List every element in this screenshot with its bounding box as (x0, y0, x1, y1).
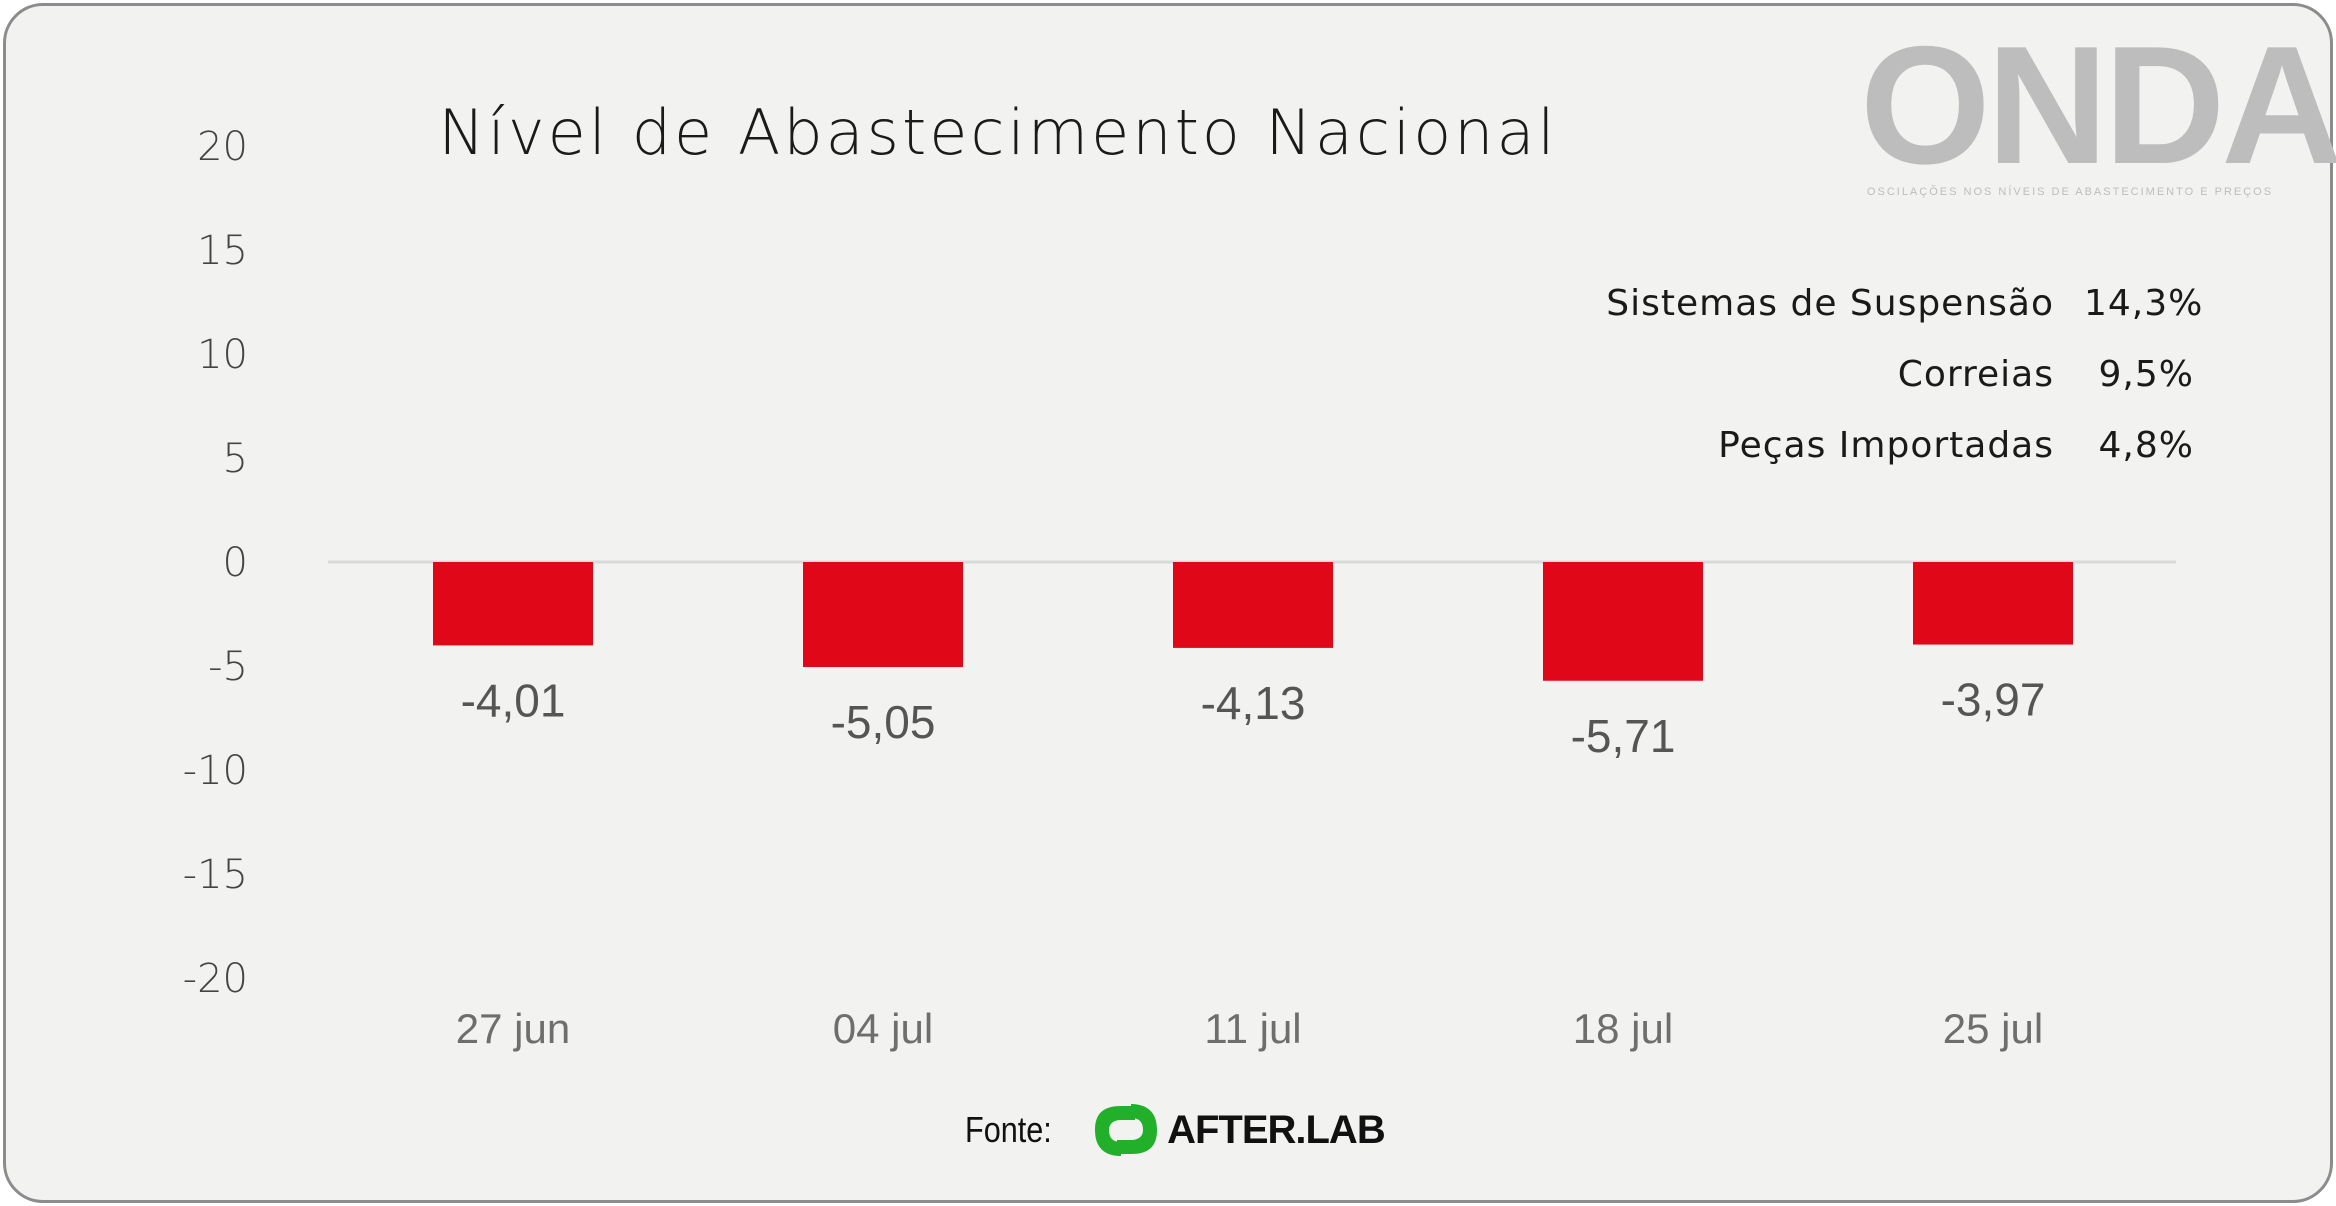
source-brand: AFTER.LAB (1167, 1107, 1386, 1152)
y-tick-label: 10 (197, 332, 248, 378)
y-tick-label: -10 (183, 748, 248, 794)
legend-row: Peças Importadas 4,8% (1606, 410, 2194, 481)
legend-name: Sistemas de Suspensão (1606, 283, 2054, 324)
legend-value: 9,5% (2098, 354, 2194, 395)
y-tick-label: -5 (208, 644, 248, 690)
afterlab-logo-icon (1095, 1104, 1158, 1156)
onda-logo-word: ONDA (1860, 11, 2336, 199)
y-tick-label: 5 (223, 436, 248, 482)
chart-title: Nível de Abastecimento Nacional (438, 96, 1558, 169)
data-label: -3,97 (1941, 674, 2046, 726)
y-tick-label: -20 (183, 956, 248, 1002)
legend-name: Correias (1897, 354, 2054, 395)
x-tick-label: 25 jul (1943, 1005, 2043, 1052)
y-tick-label: -15 (183, 852, 248, 898)
onda-logo: ONDA OSCILAÇÕES NOS NÍVEIS DE ABASTECIME… (1860, 11, 2336, 199)
onda-logo-tagline: OSCILAÇÕES NOS NÍVEIS DE ABASTECIMENTO E… (1866, 186, 2274, 198)
y-tick-label: 0 (223, 540, 248, 586)
bar (803, 562, 963, 668)
bar (1173, 562, 1333, 648)
legend-name: Peças Importadas (1718, 425, 2054, 466)
y-tick-label: 20 (197, 124, 248, 170)
legend-value: 4,8% (2098, 425, 2194, 466)
x-tick-label: 18 jul (1573, 1005, 1673, 1052)
x-tick-label: 04 jul (833, 1005, 933, 1052)
source-credit: Fonte: AFTER.LAB (965, 1102, 1386, 1158)
legend-row: Sistemas de Suspensão 14,3% (1606, 268, 2204, 339)
data-label: -5,71 (1571, 710, 1676, 762)
bar (433, 562, 593, 646)
data-label: -4,13 (1201, 677, 1306, 729)
y-tick-label: 15 (197, 228, 248, 274)
category-legend: Sistemas de Suspensão 14,3% Correias 9,5… (1606, 268, 2204, 481)
bar (1543, 562, 1703, 681)
legend-value: 14,3% (2084, 283, 2204, 324)
source-label: Fonte: (965, 1109, 1052, 1150)
bar (1913, 562, 2073, 645)
x-tick-label: 11 jul (1204, 1005, 1301, 1052)
legend-row: Correias 9,5% (1606, 339, 2194, 410)
x-tick-label: 27 jun (456, 1005, 570, 1052)
data-label: -5,05 (831, 696, 936, 748)
data-label: -4,01 (461, 674, 566, 726)
